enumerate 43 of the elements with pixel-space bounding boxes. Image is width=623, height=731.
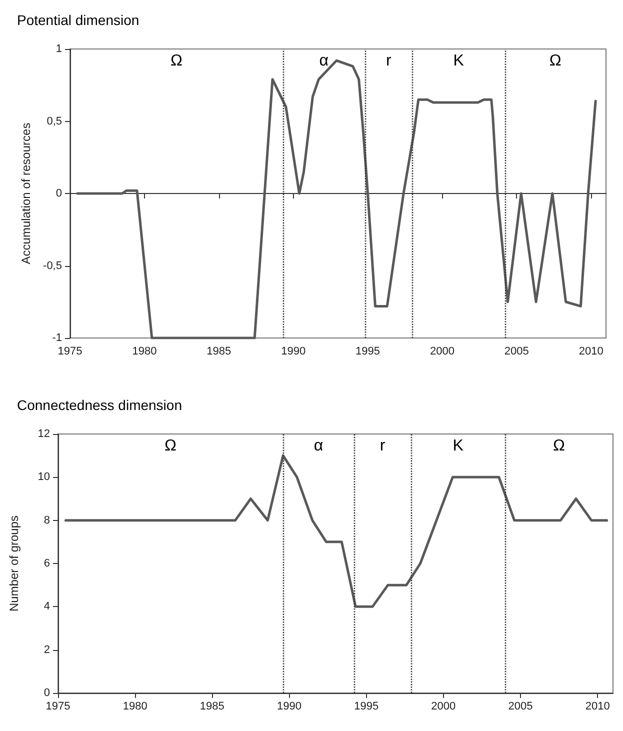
y-tick-label: 2	[44, 644, 50, 656]
annotation: Ω	[553, 438, 566, 454]
x-tick-label: 2005	[508, 700, 533, 712]
chart-title: Connectedness dimension	[17, 397, 182, 413]
annotation: r	[380, 438, 386, 454]
x-tick-label: 1980	[122, 700, 148, 712]
annotation: Ω	[164, 438, 177, 454]
line-series	[64, 454, 608, 608]
annotation: α	[314, 438, 324, 454]
x-tick-label: 1975	[46, 700, 70, 712]
y-tick-label: 4	[44, 600, 50, 613]
annotation: K	[453, 52, 464, 70]
x-tick-label: 1985	[206, 346, 232, 358]
x-tick-label: 1995	[356, 346, 380, 358]
annotation: Ω	[170, 52, 182, 70]
y-tick-label: -1	[52, 332, 62, 344]
x-tick-label: 2005	[504, 346, 529, 358]
y-tick-label: 0	[56, 188, 62, 200]
y-axis-title: Accumulation of resources	[19, 122, 33, 264]
y-tick-label: 10	[38, 471, 50, 484]
x-tick-label: 2000	[430, 346, 454, 358]
x-tick-label: 1990	[281, 346, 306, 358]
x-tick-label: 1975	[58, 346, 82, 358]
x-tick-label: 1990	[277, 700, 302, 712]
x-tick-label: 1980	[132, 346, 157, 358]
y-tick-label: 1	[56, 43, 62, 55]
y-tick-label: 0,5	[46, 115, 62, 128]
x-tick-label: 2000	[431, 700, 456, 712]
y-tick-label: 6	[44, 558, 50, 570]
x-tick-label: 1995	[354, 700, 379, 712]
y-axis-title: Number of groups	[7, 515, 21, 612]
y-tick-label: -0,5	[43, 260, 62, 272]
y-tick-label: 8	[44, 514, 50, 526]
x-tick-label: 2010	[578, 346, 604, 358]
annotation: K	[452, 438, 464, 454]
x-tick-label: 2010	[585, 700, 610, 712]
annotation: Ω	[549, 52, 562, 70]
y-tick-label: 12	[38, 428, 50, 440]
chart-title: Potential dimension	[17, 12, 140, 28]
x-tick-label: 1985	[200, 700, 224, 712]
y-tick-label: 0	[44, 687, 50, 699]
annotation: α	[319, 52, 328, 70]
annotation: r	[386, 52, 392, 70]
